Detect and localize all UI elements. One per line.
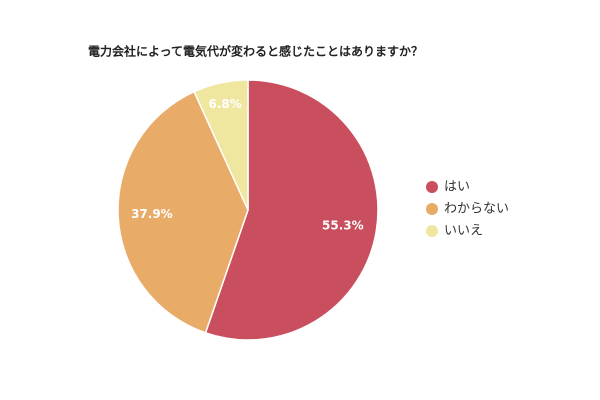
chart-title: 電力会社によって電気代が変わると感じたことはありますか？ bbox=[88, 44, 423, 59]
legend-swatch bbox=[426, 203, 438, 215]
pie-slice bbox=[117, 90, 249, 334]
legend-swatch bbox=[426, 181, 438, 193]
pie-slice bbox=[193, 79, 249, 211]
data-label: 55.3% bbox=[322, 218, 364, 232]
data-label: 37.9% bbox=[131, 207, 173, 221]
legend-label: いいえ bbox=[444, 224, 483, 239]
legend-swatch bbox=[426, 225, 438, 237]
legend-label: はい bbox=[444, 180, 470, 195]
data-label: 6.8% bbox=[208, 97, 241, 111]
legend-label: わからない bbox=[444, 202, 509, 217]
